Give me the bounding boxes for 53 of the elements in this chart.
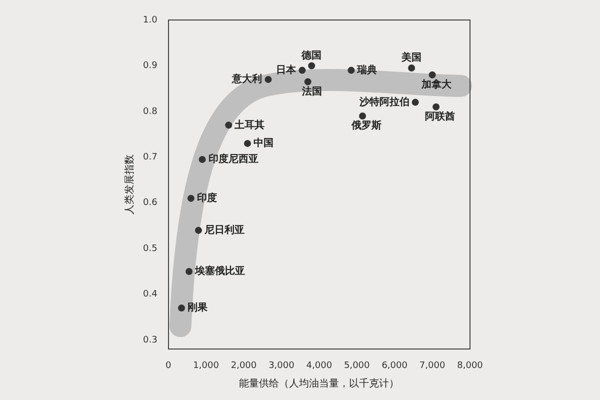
point [412, 98, 419, 106]
point [225, 122, 232, 129]
y-tick-label: 0.9 [142, 61, 158, 72]
point [298, 66, 306, 74]
point [308, 62, 316, 70]
point [178, 304, 186, 312]
point [244, 140, 252, 147]
annotation: 日本 [276, 64, 298, 76]
x-tick-label: 1,000 [193, 360, 220, 371]
x-tick-label: 6,000 [382, 360, 408, 371]
point [194, 226, 202, 234]
x-tick-label: 4,000 [306, 360, 332, 371]
annotation: 印度尼西亚 [208, 153, 258, 166]
y-tick-label: 0.4 [142, 290, 158, 300]
y-tick-label: 0.8 [142, 106, 158, 117]
annotation: 埃塞俄比亚 [194, 265, 246, 278]
annotation: 美国 [400, 52, 422, 64]
annotation: 瑞典 [356, 64, 378, 76]
x-tick-label: 2,000 [230, 360, 257, 371]
x-tick-label: 7,000 [419, 360, 446, 371]
point [264, 76, 272, 83]
point [304, 78, 312, 86]
annotation: 中国 [254, 137, 274, 150]
annotation: 刚果 [188, 302, 209, 314]
annotation: 土耳其 [234, 118, 265, 131]
annotation: 加拿大 [420, 78, 452, 90]
x-tick-label: 5,000 [344, 360, 370, 371]
y-tick-label: 0.6 [142, 198, 158, 208]
point [408, 64, 416, 72]
point [359, 112, 366, 120]
y-axis-title: 人类发展指数 [124, 154, 136, 215]
annotation: 阿联酋 [425, 110, 456, 122]
x-tick-label: 3,000 [268, 360, 295, 371]
annotation: 意大利 [231, 73, 262, 86]
y-tick-label: 0.3 [142, 335, 158, 346]
annotation: 印度 [196, 192, 217, 204]
y-tick-label: 0.5 [142, 244, 158, 254]
x-tick-label: 0 [165, 360, 172, 371]
y-tick-label: 1.0 [142, 15, 158, 26]
point [428, 71, 436, 78]
point [348, 66, 355, 74]
point [432, 103, 440, 110]
point [186, 268, 193, 275]
x-axis-title: 能量供给（人均油当量，以千克计） [239, 378, 400, 390]
point [187, 194, 194, 202]
annotation: 俄罗斯 [350, 120, 382, 132]
annotation: 法国 [300, 85, 322, 98]
annotation: 德国 [300, 49, 322, 62]
annotation: 尼日利亚 [203, 224, 244, 236]
x-tick-label: 8,000 [457, 360, 484, 371]
y-tick-label: 0.7 [142, 152, 158, 163]
annotation: 沙特阿拉伯 [358, 96, 410, 108]
point [198, 156, 206, 163]
